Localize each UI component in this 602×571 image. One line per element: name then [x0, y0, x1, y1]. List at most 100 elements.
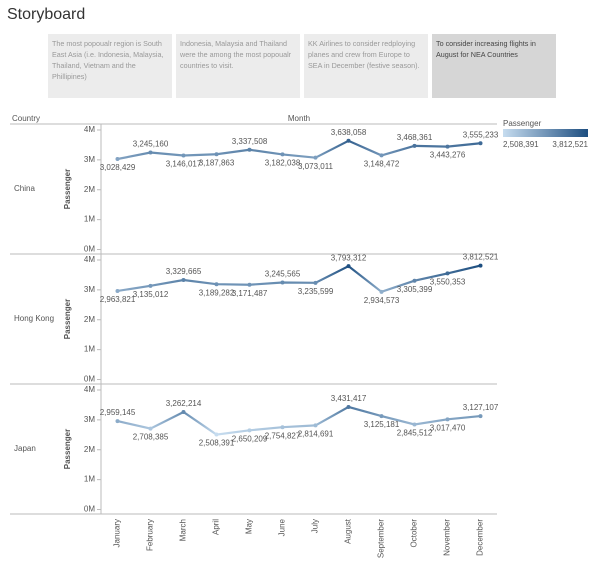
legend-min: 2,508,391	[503, 140, 539, 149]
y-axis-title: Passenger	[63, 169, 72, 209]
legend-gradient	[503, 129, 588, 137]
y-axis-title: Passenger	[63, 299, 72, 339]
x-tick-label: March	[179, 519, 188, 541]
point	[181, 410, 186, 415]
country-label: China	[14, 184, 35, 193]
value-label: 2,754,827	[265, 431, 301, 440]
value-label: 3,127,107	[463, 403, 499, 412]
point	[115, 288, 120, 293]
y-tick-label: 1M	[84, 215, 95, 224]
story-point[interactable]: KK Airlines to consider redploying plane…	[304, 34, 428, 98]
value-label: 3,443,276	[430, 151, 466, 160]
x-tick-label: November	[443, 519, 452, 556]
story-point[interactable]: Indonesia, Malaysia and Thailand were th…	[176, 34, 300, 98]
value-label: 3,468,361	[397, 133, 433, 142]
point	[412, 143, 417, 148]
x-tick-label: August	[344, 518, 353, 544]
value-label: 2,708,385	[133, 433, 169, 442]
value-label: 3,305,399	[397, 285, 433, 294]
point	[346, 264, 351, 269]
point	[379, 153, 384, 158]
point	[445, 144, 450, 149]
value-label: 3,245,160	[133, 140, 169, 149]
value-label: 3,182,038	[265, 159, 301, 168]
value-label: 3,146,017	[166, 160, 202, 169]
point	[445, 271, 450, 276]
value-label: 2,963,821	[100, 295, 136, 304]
y-tick-label: 3M	[84, 415, 95, 424]
value-label: 3,235,599	[298, 287, 334, 296]
story-point[interactable]: The most popoualr region is South East A…	[48, 34, 172, 98]
value-label: 3,245,565	[265, 270, 301, 279]
point	[115, 157, 120, 162]
point	[379, 414, 384, 419]
y-tick-label: 4M	[84, 255, 95, 264]
value-label: 2,845,512	[397, 429, 433, 438]
value-label: 3,073,011	[298, 162, 334, 171]
value-label: 3,793,312	[331, 253, 367, 262]
value-label: 3,148,472	[364, 160, 400, 169]
value-label: 3,329,665	[166, 267, 202, 276]
point	[313, 155, 318, 160]
point	[280, 280, 285, 285]
y-tick-label: 1M	[84, 345, 95, 354]
point	[214, 282, 219, 287]
value-label: 2,959,145	[100, 408, 136, 417]
point	[412, 278, 417, 283]
point	[214, 152, 219, 157]
y-tick-label: 2M	[84, 185, 95, 194]
story-point[interactable]: To consider increasing flights in August…	[432, 34, 556, 98]
point	[148, 426, 153, 431]
y-tick-label: 4M	[84, 125, 95, 134]
value-label: 3,337,508	[232, 137, 268, 146]
x-tick-label: February	[146, 519, 155, 551]
value-label: 2,814,691	[298, 430, 334, 439]
point	[346, 404, 351, 409]
value-label: 3,171,487	[232, 289, 268, 298]
value-label: 2,650,209	[232, 434, 268, 443]
point	[445, 417, 450, 422]
value-label: 3,125,181	[364, 420, 400, 429]
value-label: 3,189,282	[199, 288, 235, 297]
title: Storyboard	[7, 6, 86, 23]
point	[181, 153, 186, 158]
point	[181, 278, 186, 283]
value-label: 3,187,863	[199, 158, 235, 167]
point	[478, 414, 483, 419]
country-label: Japan	[14, 444, 36, 453]
y-tick-label: 0M	[84, 245, 95, 254]
value-label: 3,550,353	[430, 278, 466, 287]
point	[412, 422, 417, 427]
x-tick-label: July	[311, 519, 320, 533]
point	[280, 425, 285, 430]
point	[478, 263, 483, 268]
point	[379, 289, 384, 294]
row-header: Country	[12, 114, 40, 123]
x-axis-title: Month	[288, 114, 310, 123]
value-label: 3,431,417	[331, 394, 367, 403]
legend-title: Passenger	[503, 119, 542, 128]
line	[117, 139, 481, 161]
x-tick-label: April	[212, 519, 221, 535]
x-tick-label: June	[278, 518, 287, 536]
point	[280, 152, 285, 157]
x-tick-label: May	[245, 519, 254, 534]
y-tick-label: 2M	[84, 445, 95, 454]
legend-max: 3,812,521	[552, 140, 588, 149]
point	[313, 280, 318, 285]
point	[115, 419, 120, 424]
value-label: 2,508,391	[199, 439, 235, 448]
value-label: 2,934,573	[364, 296, 400, 305]
x-tick-label: January	[113, 519, 122, 547]
value-label: 3,638,058	[331, 128, 367, 137]
line	[117, 405, 481, 436]
point	[214, 432, 219, 437]
point	[478, 141, 483, 146]
point	[148, 283, 153, 288]
y-tick-label: 0M	[84, 375, 95, 384]
line	[117, 264, 481, 294]
point	[313, 423, 318, 428]
country-label: Hong Kong	[14, 314, 54, 323]
value-label: 3,135,012	[133, 290, 169, 299]
